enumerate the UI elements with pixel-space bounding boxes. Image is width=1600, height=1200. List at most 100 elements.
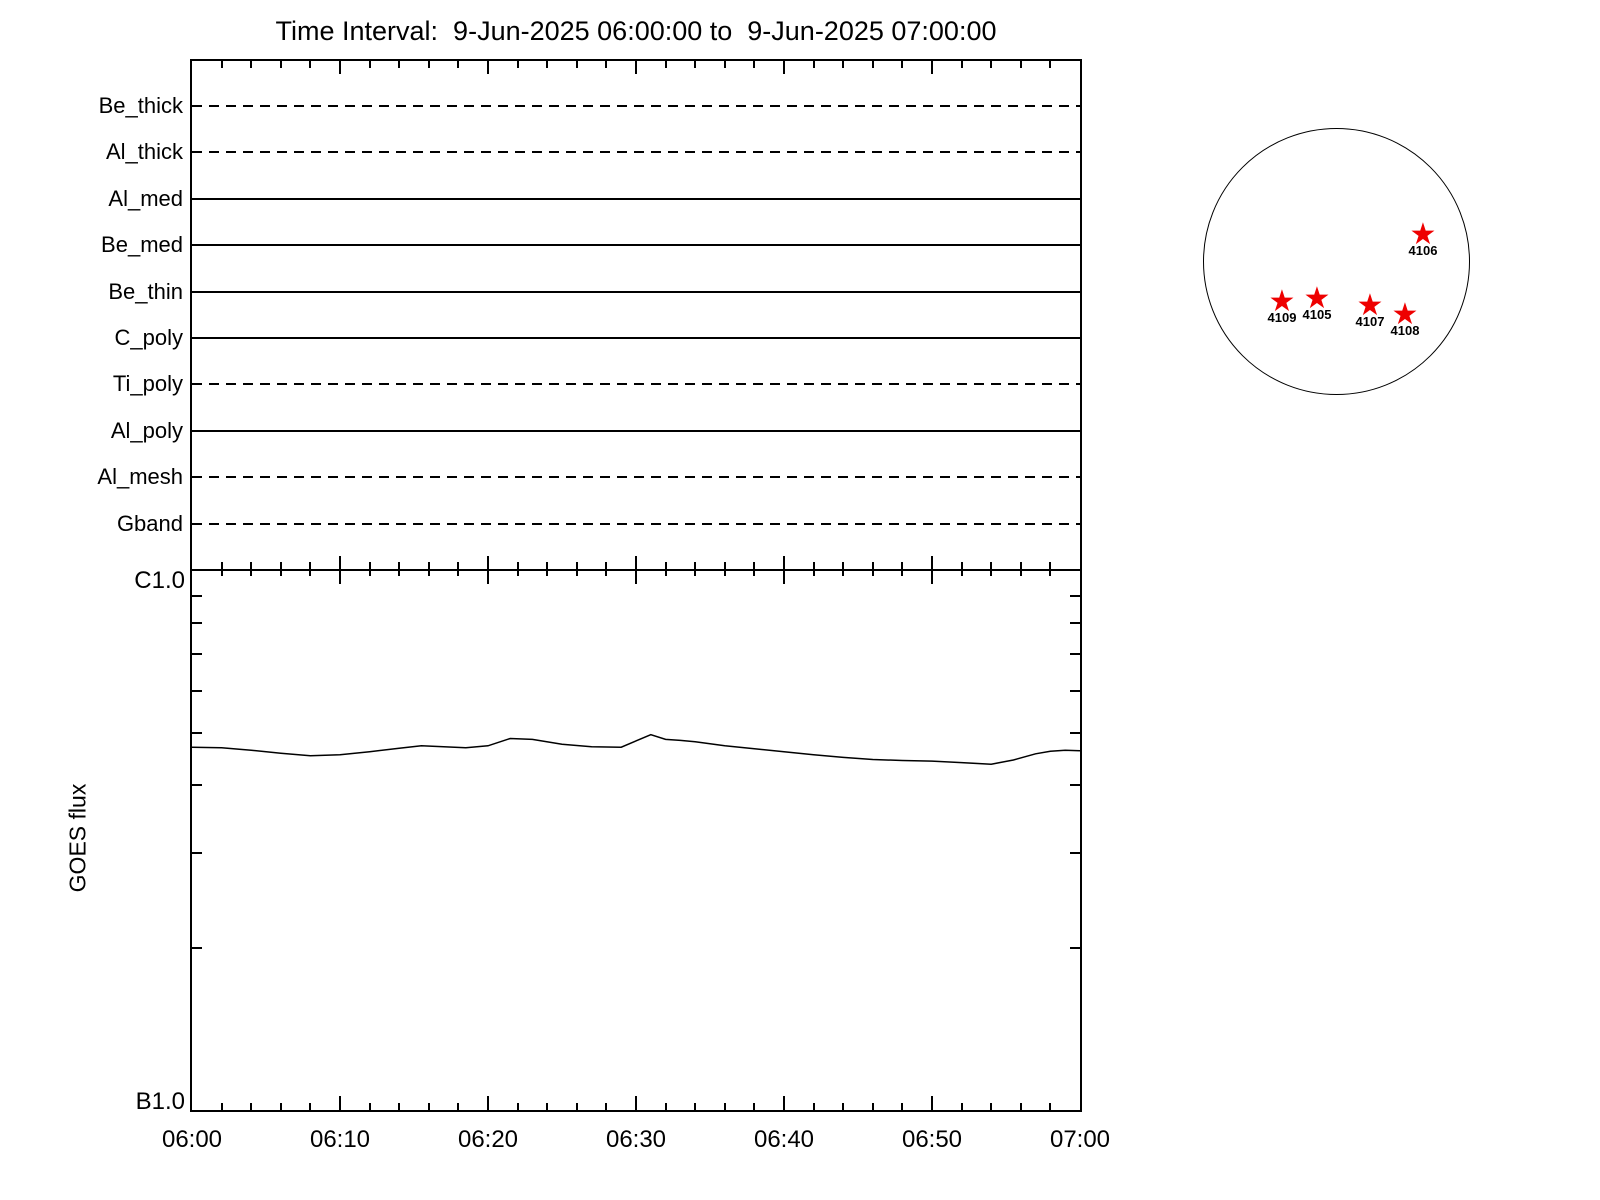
x-tick-bottom [724,1103,726,1110]
y-tick-left-B9 [192,595,202,597]
x-tick-top [724,61,726,68]
active-region-star-4107: ★ [1356,288,1384,323]
active-region-star-4109: ★ [1268,284,1296,319]
y-tick-left-B4 [192,784,202,786]
y-tick-right-B4 [1070,784,1080,786]
x-tick-top [546,61,548,68]
filter-line-Be_med [192,244,1080,246]
x-tick-top [605,61,607,68]
active-region-star-4106: ★ [1409,217,1437,252]
x-tick-top [901,61,903,68]
x-tick-label-06:30: 06:30 [605,1126,667,1153]
x-tick-bottom [576,1103,578,1110]
x-tick-shared [1020,562,1022,576]
x-tick-shared [901,562,903,576]
x-tick-top [309,61,311,68]
y-tick-right-B2 [1070,947,1080,949]
filter-label-Be_thin: Be_thin [108,279,183,304]
active-region-label-4105: 4105 [1302,307,1332,322]
x-tick-bottom [605,1103,607,1110]
goes-flux-curve [192,733,1080,765]
x-tick-top [872,61,874,68]
goes-y-bottom-label: B1.0 [135,1088,185,1115]
x-tick-top [487,61,489,74]
x-tick-label-07:00: 07:00 [1049,1126,1111,1153]
x-tick-shared [990,562,992,576]
x-tick-shared [517,562,519,576]
x-tick-shared [221,562,223,576]
x-tick-shared [694,562,696,576]
y-tick-left-B2 [192,947,202,949]
x-tick-top [783,61,785,74]
x-tick-bottom [1020,1103,1022,1110]
filter-line-C_poly [192,337,1080,339]
x-tick-shared [665,562,667,576]
x-tick-top [457,61,459,68]
y-tick-right-B9 [1070,595,1080,597]
x-tick-shared [842,562,844,576]
x-tick-shared [250,562,252,576]
x-tick-shared [753,562,755,576]
xrt-filter-panel [190,59,1082,569]
filter-label-Al_thick: Al_thick [105,139,183,164]
y-tick-left-B7 [192,653,202,655]
x-tick-shared [813,562,815,576]
x-tick-top [842,61,844,68]
active-region-label-4109: 4109 [1267,310,1297,325]
x-tick-label-06:10: 06:10 [309,1126,371,1153]
x-tick-bottom [398,1103,400,1110]
goes-flux-polyline [192,733,1080,765]
x-tick-bottom [487,1096,489,1110]
filter-line-Al_poly [192,430,1080,432]
x-tick-shared [961,562,963,576]
x-tick-shared [546,562,548,576]
x-tick-top [369,61,371,68]
filter-line-Be_thick [192,105,1080,107]
filter-line-Al_med [192,198,1080,200]
x-tick-label-06:20: 06:20 [457,1126,519,1153]
y-tick-left-B5 [192,732,202,734]
x-tick-top [694,61,696,68]
x-tick-bottom [753,1103,755,1110]
y-tick-right-B7 [1070,653,1080,655]
x-tick-top [221,61,223,68]
x-tick-shared [369,562,371,576]
x-tick-bottom [665,1103,667,1110]
x-tick-bottom [1049,1103,1051,1110]
x-tick-bottom [901,1103,903,1110]
x-tick-label-06:00: 06:00 [161,1126,223,1153]
x-tick-label-06:40: 06:40 [753,1126,815,1153]
y-tick-left-B3 [192,852,202,854]
y-tick-right-B3 [1070,852,1080,854]
filter-label-Al_mesh: Al_mesh [97,464,183,489]
active-region-star-4108: ★ [1391,297,1419,332]
x-tick-bottom [250,1103,252,1110]
x-tick-shared [487,556,489,584]
filter-label-Be_med: Be_med [101,232,183,257]
x-tick-bottom [694,1103,696,1110]
x-tick-bottom [931,1096,933,1110]
x-tick-bottom [457,1103,459,1110]
goes-y-axis-title: GOES flux [64,783,91,893]
x-tick-top [428,61,430,68]
y-tick-left-B6 [192,690,202,692]
x-tick-bottom [280,1103,282,1110]
x-tick-bottom [872,1103,874,1110]
active-region-label-4108: 4108 [1390,323,1420,338]
x-tick-top [1049,61,1051,68]
x-tick-top [517,61,519,68]
x-tick-bottom [783,1096,785,1110]
y-tick-right-B5 [1070,732,1080,734]
active-region-label-4107: 4107 [1355,314,1385,329]
x-tick-bottom [961,1103,963,1110]
x-tick-top [1020,61,1022,68]
active-region-star-4105: ★ [1303,281,1331,316]
x-tick-top [753,61,755,68]
filter-label-Ti_poly: Ti_poly [112,371,183,396]
filter-line-Ti_poly [192,383,1080,385]
x-tick-shared [309,562,311,576]
x-tick-bottom [339,1096,341,1110]
filter-label-C_poly: C_poly [114,325,183,350]
x-tick-bottom [813,1103,815,1110]
